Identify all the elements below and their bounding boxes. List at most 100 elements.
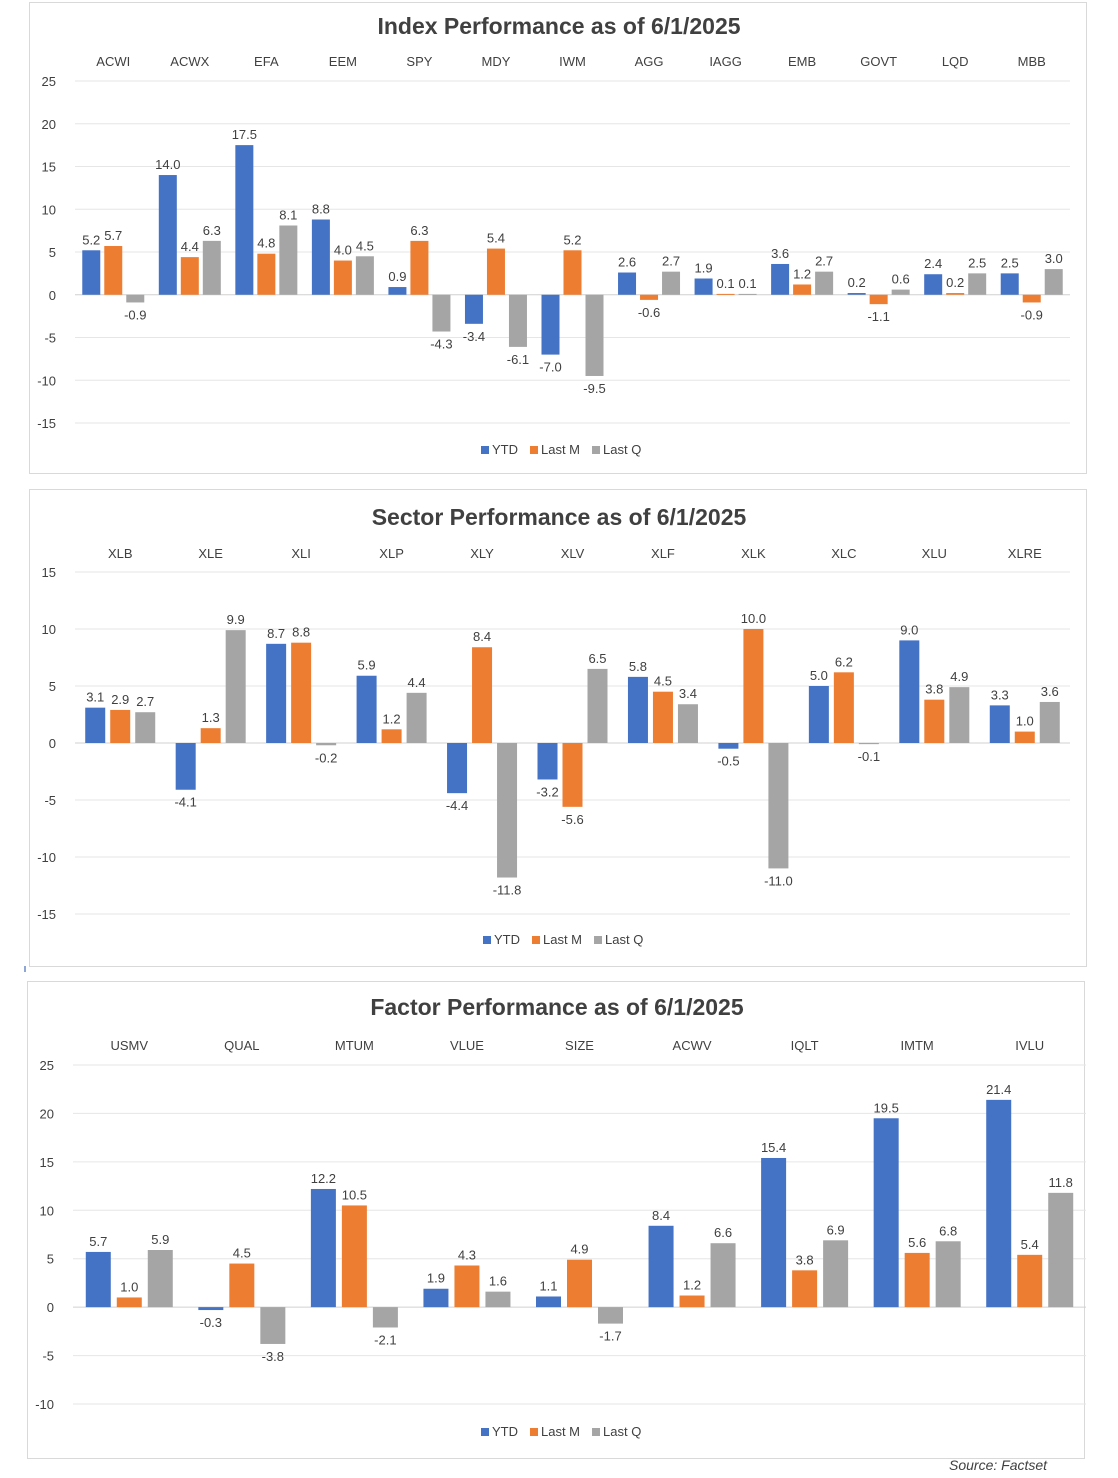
bar (175, 743, 196, 790)
bar (869, 294, 888, 305)
data-label: 3.8 (796, 1252, 814, 1267)
bar (311, 219, 330, 295)
data-label: -0.3 (200, 1315, 222, 1330)
data-label: -4.4 (446, 798, 468, 813)
category-label: SIZE (565, 1038, 594, 1053)
y-tick-label: -5 (44, 793, 56, 808)
y-tick-label: 10 (40, 1203, 54, 1218)
category-label: XLF (651, 546, 675, 561)
factor-performance-panel: Factor Performance as of 6/1/2025 25 20 15 1… (27, 981, 1086, 1459)
bar (808, 686, 829, 743)
bar (677, 704, 698, 743)
bar (585, 294, 604, 376)
data-label: 5.7 (104, 228, 122, 243)
legend-entry: Last M (543, 932, 582, 947)
y-tick-label: 5 (49, 679, 56, 694)
category-label: IAGG (709, 54, 742, 69)
data-label: 0.6 (892, 272, 910, 287)
data-label: 4.5 (356, 238, 374, 253)
bar (899, 640, 920, 743)
bar (652, 691, 673, 743)
data-label: 5.9 (358, 658, 376, 673)
bar (341, 1205, 367, 1308)
bar (454, 1265, 480, 1308)
bar (85, 707, 106, 743)
legend-swatch (481, 1428, 489, 1436)
category-label: IQLT (791, 1038, 819, 1053)
category-label: XLU (922, 546, 947, 561)
data-label: 3.4 (679, 686, 697, 701)
data-label: -1.1 (867, 309, 889, 324)
data-label: -3.2 (536, 784, 558, 799)
bar (738, 293, 757, 295)
bar (229, 1263, 255, 1308)
data-label: 8.8 (312, 202, 330, 217)
data-label: -0.1 (858, 749, 880, 764)
data-label: 5.2 (563, 232, 581, 247)
sector-performance-panel: Sector Performance as of 6/1/2025 15 10 5 0 -… (29, 489, 1087, 967)
data-label: 1.2 (383, 711, 401, 726)
category-label: XLP (379, 546, 404, 561)
bar (968, 273, 987, 295)
category-label: QUAL (224, 1038, 259, 1053)
bar (147, 1249, 173, 1308)
data-label: 5.4 (487, 231, 505, 246)
data-label: -2.1 (374, 1332, 396, 1347)
bar (563, 250, 582, 295)
data-label: -0.6 (638, 305, 660, 320)
data-label: 17.5 (232, 127, 257, 142)
bar (694, 278, 713, 295)
data-label: 6.5 (588, 651, 606, 666)
sector-performance-chart: Sector Performance as of 6/1/2025 15 10 5 0 -… (37, 504, 1070, 947)
bar (333, 260, 352, 295)
legend-entry: Last Q (603, 442, 641, 457)
bar (662, 271, 681, 295)
bar (989, 705, 1010, 743)
legend-entry: YTD (494, 932, 520, 947)
data-label: 3.1 (86, 690, 104, 705)
data-label: 5.4 (1021, 1237, 1039, 1252)
bar (679, 1295, 705, 1308)
data-label: 0.1 (739, 276, 757, 291)
bar (618, 272, 637, 295)
data-label: 3.3 (991, 687, 1009, 702)
data-label: -0.2 (315, 750, 337, 765)
data-label: 8.8 (292, 625, 310, 640)
data-label: 2.7 (662, 254, 680, 269)
factor-performance-chart: Factor Performance as of 6/1/2025 25 20 15 1… (35, 994, 1086, 1439)
category-label: IWM (559, 54, 586, 69)
bar (356, 675, 377, 743)
divider-mark (24, 966, 26, 972)
y-tick-label: 10 (42, 622, 56, 637)
bar (486, 248, 505, 295)
data-label: 9.0 (900, 622, 918, 637)
bar (823, 1240, 849, 1308)
bar (198, 1307, 224, 1311)
data-label: 8.4 (473, 629, 491, 644)
bar (1044, 269, 1063, 295)
y-tick-label: 25 (40, 1058, 54, 1073)
bar (372, 1307, 398, 1328)
category-label: XLB (108, 546, 133, 561)
bar (891, 289, 910, 295)
chart-title: Index Performance as of 6/1/2025 (377, 13, 740, 39)
legend-swatch (592, 1428, 601, 1436)
bar (126, 294, 145, 303)
data-label: 5.7 (89, 1234, 107, 1249)
data-label: -0.9 (124, 307, 146, 322)
y-tick-label: -5 (42, 1349, 54, 1364)
category-label: GOVT (860, 54, 897, 69)
bar (110, 709, 131, 743)
data-label: 6.8 (939, 1223, 957, 1238)
bar (158, 175, 177, 295)
y-tick-label: 0 (47, 1300, 54, 1315)
bar (85, 1251, 111, 1308)
y-tick-label: 20 (40, 1106, 54, 1121)
category-label: SPY (406, 54, 432, 69)
bar (82, 250, 101, 295)
bar (447, 743, 468, 794)
data-label: 4.0 (334, 243, 352, 258)
bar (567, 1259, 592, 1308)
bar (260, 1307, 286, 1344)
data-label: 2.7 (815, 254, 833, 269)
